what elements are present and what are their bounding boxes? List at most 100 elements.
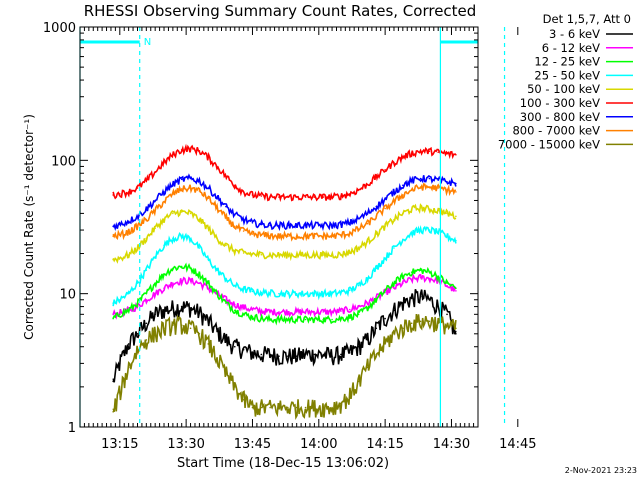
data-point	[287, 311, 289, 313]
data-point	[402, 212, 404, 215]
data-point	[410, 208, 413, 210]
data-point	[410, 232, 413, 234]
data-point	[287, 406, 289, 409]
data-point	[402, 327, 404, 330]
data-point	[242, 218, 245, 221]
series-line	[112, 313, 457, 420]
data-point	[260, 291, 263, 294]
data-point	[225, 175, 227, 178]
data-point	[278, 224, 280, 227]
data-point	[331, 318, 333, 321]
data-point	[410, 180, 413, 182]
data-point	[322, 311, 325, 313]
data-point	[260, 317, 263, 320]
legend-header: Det 1,5,7, Att 0	[543, 12, 631, 26]
x-tick-label: 14:15	[366, 437, 403, 452]
data-point	[278, 292, 280, 295]
x-tick-label: 13:45	[234, 437, 271, 452]
data-point	[428, 208, 431, 210]
data-point	[198, 149, 201, 152]
data-point	[163, 273, 165, 275]
data-point	[287, 196, 289, 198]
data-point	[384, 168, 386, 171]
data-point	[180, 178, 183, 181]
data-point	[136, 247, 139, 249]
data-point	[437, 275, 440, 278]
data-point	[304, 235, 307, 237]
data-point	[348, 316, 351, 318]
data-point	[260, 310, 263, 312]
data-point	[419, 150, 422, 153]
data-point	[348, 251, 351, 253]
data-point	[313, 311, 316, 313]
data-point	[446, 181, 448, 183]
x-tick-label: 13:30	[167, 437, 204, 452]
data-point	[322, 224, 325, 227]
data-point	[198, 273, 201, 275]
data-point	[446, 235, 448, 237]
data-point	[225, 244, 227, 247]
data-point	[119, 234, 121, 236]
data-point	[419, 295, 422, 298]
data-point	[437, 209, 440, 212]
data-point	[402, 238, 404, 241]
data-point	[295, 196, 298, 198]
series-line	[112, 288, 457, 383]
render-timestamp: 2-Nov-2021 23:23	[565, 466, 637, 475]
data-point	[260, 234, 263, 236]
data-point	[242, 398, 245, 401]
data-point	[419, 186, 422, 188]
data-point	[393, 161, 395, 164]
data-point	[207, 197, 210, 199]
data-point	[233, 184, 236, 187]
data-point	[437, 151, 440, 154]
data-point	[163, 191, 165, 193]
data-point	[269, 311, 271, 313]
series-25-to-50keV-trace	[112, 224, 457, 307]
data-point	[393, 247, 395, 249]
data-point	[251, 308, 254, 311]
data-point	[136, 225, 139, 228]
data-point	[402, 282, 404, 284]
data-point	[119, 392, 121, 394]
data-point	[295, 224, 298, 227]
data-point	[112, 302, 114, 304]
data-point	[366, 307, 369, 309]
data-point	[260, 195, 263, 197]
data-point	[287, 292, 289, 295]
data-point	[375, 267, 378, 270]
data-point	[304, 224, 307, 227]
data-point	[163, 327, 165, 330]
data-point	[145, 218, 148, 221]
data-point	[145, 298, 148, 301]
data-point	[172, 193, 174, 195]
data-point	[278, 355, 280, 357]
data-point	[127, 292, 130, 295]
data-point	[393, 282, 395, 284]
data-point	[145, 322, 148, 325]
data-point	[127, 231, 130, 233]
data-point	[172, 212, 174, 215]
series-line	[112, 273, 457, 320]
series-line	[112, 203, 457, 264]
data-point	[216, 269, 218, 271]
data-point	[304, 292, 307, 295]
data-point	[295, 254, 298, 256]
data-point	[313, 224, 316, 227]
data-point	[340, 234, 342, 236]
series-line	[112, 262, 457, 326]
data-point	[428, 229, 431, 231]
data-point	[393, 309, 395, 312]
data-point	[428, 150, 431, 153]
data-point	[357, 228, 360, 230]
data-point	[340, 317, 342, 320]
data-point	[437, 322, 440, 325]
data-point	[163, 200, 165, 203]
data-point	[455, 333, 457, 335]
data-point	[348, 193, 351, 195]
data-point	[207, 187, 210, 189]
data-point	[225, 205, 227, 208]
series-line	[112, 143, 457, 203]
data-point	[145, 339, 148, 341]
data-point	[136, 348, 139, 351]
